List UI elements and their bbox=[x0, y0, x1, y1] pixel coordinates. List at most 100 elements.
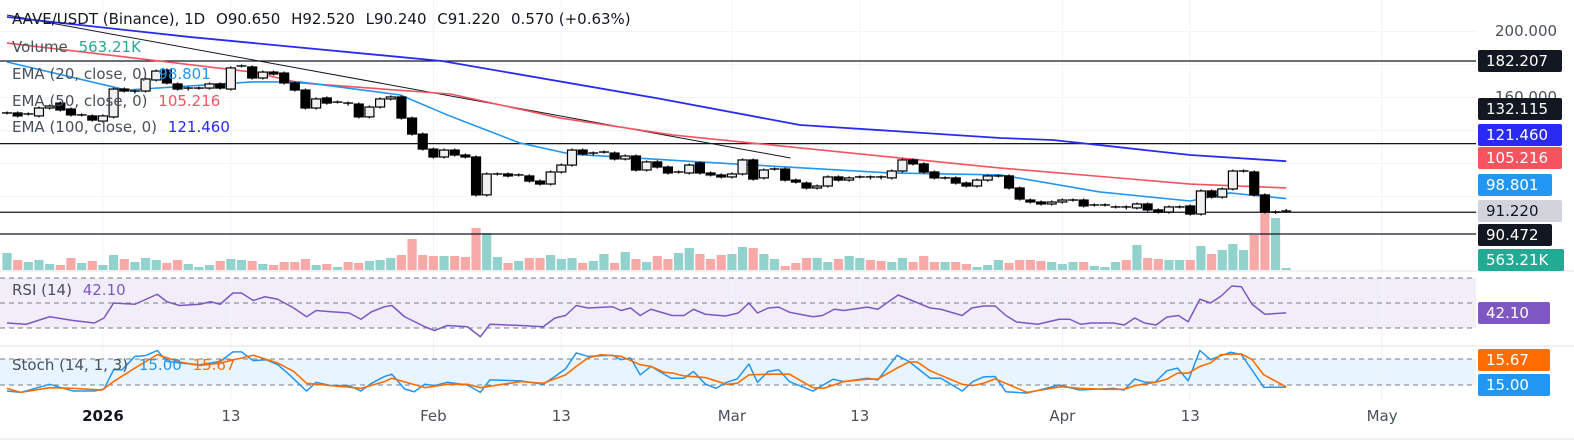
ema50-legend-label: EMA (50, close, 0) bbox=[12, 92, 148, 110]
volume-bar bbox=[226, 259, 236, 270]
price-tag-ema20: 98.801 bbox=[1478, 174, 1552, 196]
candle-body bbox=[577, 149, 588, 155]
candle-body bbox=[268, 71, 279, 75]
candle-body bbox=[12, 112, 23, 117]
candle-body bbox=[961, 182, 972, 187]
candle-body bbox=[886, 170, 897, 179]
candle-body bbox=[406, 117, 418, 135]
candle-body bbox=[748, 159, 759, 180]
volume-bar bbox=[204, 265, 215, 270]
stoch-legend-label: Stoch (14, 1, 3) bbox=[12, 356, 129, 374]
volume-bar bbox=[279, 262, 289, 270]
volume-bar bbox=[951, 262, 961, 270]
time-axis-label: Feb bbox=[420, 407, 447, 425]
candle-body bbox=[1003, 175, 1015, 189]
volume-bar bbox=[1143, 258, 1153, 270]
candle-body bbox=[502, 173, 514, 177]
candle-body bbox=[460, 154, 471, 158]
candle-body bbox=[428, 148, 439, 158]
volume-bar bbox=[332, 267, 343, 270]
candle-body bbox=[684, 164, 695, 174]
volume-bar bbox=[215, 261, 225, 270]
candle-body bbox=[833, 176, 844, 181]
trend-line[interactable] bbox=[6, 14, 791, 159]
volume-bar bbox=[578, 263, 588, 270]
candle-body bbox=[907, 159, 919, 165]
price-tag-stoch-k: 15.00 bbox=[1478, 374, 1550, 396]
volume-bar bbox=[471, 228, 481, 270]
candle-body bbox=[449, 149, 460, 156]
volume-bar bbox=[300, 259, 311, 270]
volume-bar bbox=[546, 255, 556, 270]
rsi-legend-value: 42.10 bbox=[82, 281, 126, 299]
candle-body bbox=[1025, 199, 1036, 203]
volume-bar bbox=[887, 262, 897, 270]
rsi-legend[interactable]: RSI (14) 42.10 bbox=[12, 281, 132, 299]
volume-bar bbox=[492, 257, 502, 270]
volume-bar bbox=[791, 263, 801, 270]
ema100-legend-label: EMA (100, close, 0) bbox=[12, 118, 158, 136]
candle-body bbox=[620, 155, 631, 160]
volume-bar bbox=[897, 258, 908, 270]
candle-body bbox=[1227, 170, 1239, 190]
volume-bar bbox=[1206, 254, 1217, 270]
candle-body bbox=[247, 66, 258, 79]
volume-bar bbox=[737, 247, 748, 270]
volume-bar bbox=[1228, 244, 1238, 270]
candle-body bbox=[385, 96, 396, 100]
volume-bar bbox=[66, 258, 76, 270]
volume-bar bbox=[109, 255, 119, 270]
volume-bar bbox=[151, 260, 161, 270]
candle-body bbox=[609, 152, 620, 160]
volume-bar bbox=[876, 261, 886, 270]
volume-bar bbox=[322, 264, 332, 270]
price-tag-ema50: 105.216 bbox=[1478, 147, 1562, 169]
volume-bar bbox=[482, 233, 492, 270]
ema20-legend-value: 98.801 bbox=[158, 65, 211, 83]
volume-bar bbox=[13, 260, 23, 270]
candle-body bbox=[705, 172, 716, 176]
volume-legend[interactable]: Volume 563.21K bbox=[12, 38, 147, 56]
candle-body bbox=[1163, 206, 1175, 213]
candle-body bbox=[311, 98, 322, 109]
stoch-legend[interactable]: Stoch (14, 1, 3) 15.00 15.67 bbox=[12, 356, 242, 374]
ema100-legend[interactable]: EMA (100, close, 0) 121.460 bbox=[12, 118, 236, 136]
volume-bar bbox=[983, 265, 993, 270]
volume-bar bbox=[620, 252, 630, 270]
candle-body bbox=[1185, 205, 1196, 215]
candle-body bbox=[716, 174, 727, 178]
volume-bar bbox=[247, 261, 257, 270]
volume-bar bbox=[972, 267, 982, 270]
volume-bar bbox=[652, 256, 662, 270]
volume-bar bbox=[855, 258, 865, 270]
candle-body bbox=[33, 107, 45, 117]
ohlc-high: H92.520 bbox=[291, 10, 355, 28]
candle-body bbox=[151, 70, 162, 81]
candle-body bbox=[1195, 190, 1207, 215]
ema20-legend[interactable]: EMA (20, close, 0) 98.801 bbox=[12, 65, 217, 83]
symbol-title[interactable]: AAVE/USDT (Binance), 1D bbox=[12, 10, 206, 28]
volume-bar bbox=[535, 258, 545, 270]
volume-bar bbox=[162, 263, 172, 270]
candle-body bbox=[556, 164, 567, 173]
ema50-legend[interactable]: EMA (50, close, 0) 105.216 bbox=[12, 92, 226, 110]
volume-bar bbox=[407, 239, 417, 270]
volume-bar bbox=[695, 254, 705, 270]
volume-bar bbox=[833, 259, 844, 270]
candle-body bbox=[1153, 209, 1164, 213]
volume-bar bbox=[119, 259, 129, 270]
volume-bar bbox=[1057, 264, 1067, 270]
candle-body bbox=[300, 89, 311, 109]
price-axis-label: 200.000 bbox=[1495, 22, 1558, 40]
candle-body bbox=[534, 180, 546, 185]
volume-bar bbox=[844, 256, 854, 270]
candle-body bbox=[630, 155, 642, 171]
volume-bar bbox=[23, 262, 33, 270]
candle-body bbox=[470, 156, 482, 196]
candle-body bbox=[225, 67, 236, 90]
volume-bar bbox=[1217, 250, 1227, 270]
volume-bar bbox=[514, 261, 524, 270]
volume-bar bbox=[865, 260, 876, 270]
volume-bar bbox=[1100, 267, 1110, 270]
